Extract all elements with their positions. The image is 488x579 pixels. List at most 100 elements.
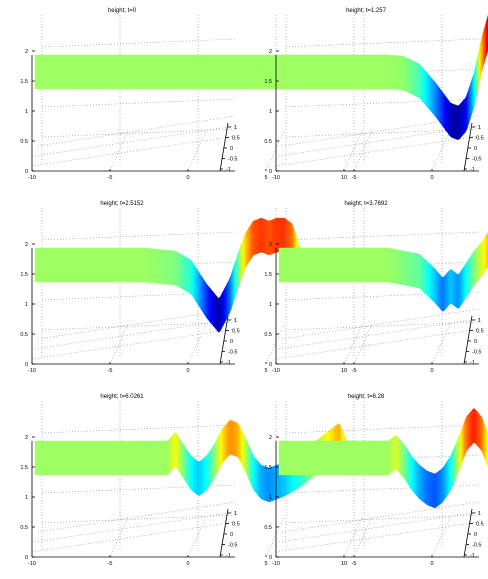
- y-tick-label: -1: [470, 360, 475, 366]
- grid-line: [281, 308, 480, 340]
- grid-line: [187, 323, 207, 365]
- grid-line: [285, 231, 480, 241]
- y-tick-label: 0: [474, 146, 477, 152]
- y-tick-label: -1: [470, 553, 475, 559]
- x-tick-label: -10: [272, 561, 280, 567]
- z-tick-label: 1.5: [20, 272, 28, 278]
- z-tick-label: 0.5: [264, 332, 272, 338]
- z-tick-label: 1.5: [264, 79, 272, 85]
- grid-line: [265, 516, 285, 558]
- y-tick-label: 0.5: [232, 329, 240, 335]
- y-tick-label: 1: [234, 318, 237, 324]
- z-tick-label: 1: [25, 109, 28, 115]
- grid-line: [285, 38, 480, 48]
- y-tick-label: 0.5: [476, 136, 484, 142]
- grid-line: [278, 511, 480, 543]
- x-tick-label: -10: [28, 175, 36, 181]
- plot-title: height; t=0: [108, 8, 137, 14]
- z-tick-label: 1.5: [20, 465, 28, 471]
- x-tick-label: 5: [264, 175, 267, 181]
- panel-4: height; t=3.7692-10-5051000.511.5210.50-…: [264, 201, 488, 374]
- grid-line: [34, 318, 236, 350]
- z-tick-label: 2: [25, 49, 28, 55]
- grid-line: [431, 130, 451, 172]
- y-axis-line: [463, 315, 473, 365]
- grid-line: [285, 128, 480, 138]
- grid-line: [109, 130, 129, 172]
- z-tick-label: 2: [25, 435, 28, 441]
- y-axis-line: [219, 315, 229, 365]
- grid-line: [37, 115, 236, 147]
- grid-line: [187, 516, 207, 558]
- grid-line: [281, 501, 480, 533]
- y-tick-label: 0.5: [476, 522, 484, 528]
- grid-line: [343, 323, 363, 365]
- y-tick-label: 1: [478, 318, 481, 324]
- plot-title: height; t=2.5152: [100, 201, 144, 207]
- grid-line: [275, 521, 480, 553]
- z-tick-label: 0.5: [264, 525, 272, 531]
- z-tick-label: 1.5: [264, 272, 272, 278]
- x-tick-label: -10: [272, 175, 280, 181]
- grid-line: [285, 514, 480, 524]
- grid-line: [34, 511, 236, 543]
- grid-line: [41, 98, 236, 108]
- y-tick-label: 0: [230, 146, 233, 152]
- z-tick-label: 1.5: [264, 465, 272, 471]
- y-tick-label: 0: [230, 339, 233, 345]
- z-tick-label: 1: [25, 302, 28, 308]
- grid-line: [265, 323, 285, 365]
- x-tick-label: -5: [352, 561, 357, 567]
- panel-5: height; t=6.0261-10 -5 0 5 1000.511.5210.50-…: [20, 394, 387, 567]
- y-tick-label: -0.5: [228, 157, 237, 163]
- grid-line: [275, 135, 480, 167]
- z-tick-label: 0: [269, 169, 272, 175]
- x-tick-label: 0: [186, 368, 189, 374]
- y-tick-label: -0.5: [472, 350, 481, 356]
- y-tick-label: 0: [474, 339, 477, 345]
- y-tick-label: 0.5: [476, 329, 484, 335]
- y-tick-label: -1: [226, 553, 231, 559]
- grid-line: [109, 323, 129, 365]
- grid-line: [31, 521, 236, 553]
- grid-line: [353, 130, 373, 172]
- z-tick-label: 1: [269, 302, 272, 308]
- z-tick-label: 0: [25, 169, 28, 175]
- z-tick-label: 0: [269, 555, 272, 561]
- plot-title: height; t=6.28: [348, 394, 385, 400]
- grid-line: [31, 135, 236, 167]
- y-tick-label: 0: [474, 532, 477, 538]
- plot-title: height; t=3.7692: [344, 201, 388, 207]
- grid-line: [41, 128, 236, 138]
- z-tick-label: 0: [25, 555, 28, 561]
- y-tick-label: -1: [226, 360, 231, 366]
- grid-line: [31, 328, 236, 360]
- grid-line: [41, 291, 236, 301]
- grid-line: [41, 424, 236, 434]
- grid-line: [343, 516, 363, 558]
- z-tick-label: 0: [269, 362, 272, 368]
- z-tick-label: 2: [25, 242, 28, 248]
- z-tick-label: 0.5: [264, 139, 272, 145]
- y-tick-label: -1: [226, 167, 231, 173]
- x-tick-label: -5: [352, 175, 357, 181]
- y-axis-line: [219, 508, 229, 558]
- x-tick-label: 5: [264, 368, 267, 374]
- x-tick-label: 5: [264, 561, 267, 567]
- grid-line: [431, 323, 451, 365]
- z-tick-label: 0: [25, 362, 28, 368]
- plot-title: height; t=1.257: [346, 8, 387, 14]
- x-tick-label: 10: [341, 175, 347, 181]
- z-tick-label: 1: [269, 495, 272, 501]
- x-tick-label: 0: [186, 175, 189, 181]
- grid-line: [275, 328, 480, 360]
- y-axis-line: [219, 122, 229, 172]
- y-tick-label: 1: [234, 125, 237, 131]
- y-axis-line: [463, 508, 473, 558]
- grid-line: [285, 424, 480, 434]
- grid-line: [41, 38, 236, 48]
- y-tick-label: -0.5: [472, 543, 481, 549]
- z-tick-label: 0.5: [20, 525, 28, 531]
- grid-line: [37, 501, 236, 533]
